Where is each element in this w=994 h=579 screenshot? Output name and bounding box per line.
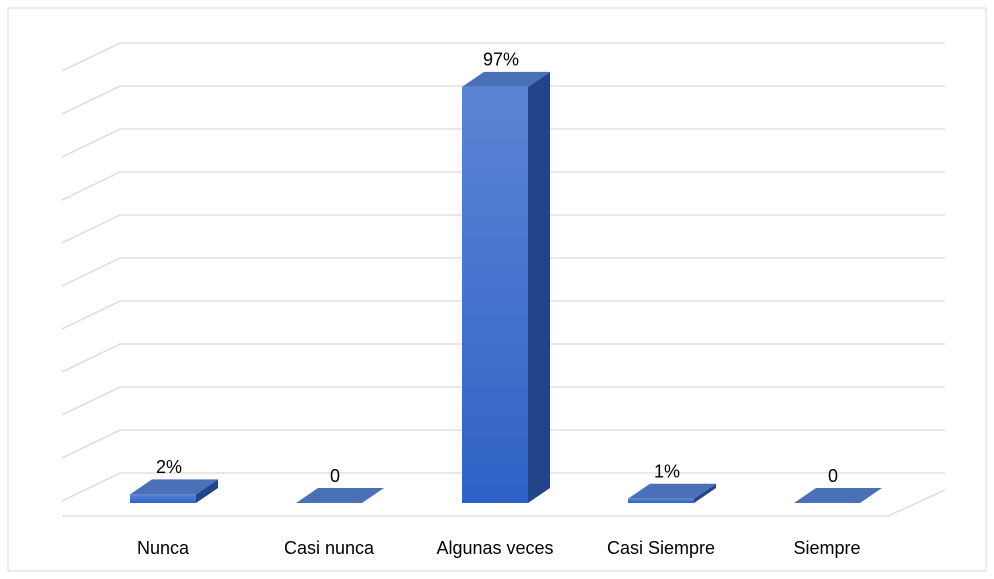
data-label: 97% xyxy=(483,50,519,70)
bar xyxy=(628,483,716,503)
x-tick-label: Casi nunca xyxy=(284,538,375,558)
bar-face xyxy=(794,488,882,503)
grid-line xyxy=(61,85,945,115)
bar-face xyxy=(462,86,528,504)
grid-line xyxy=(61,386,945,416)
grid-line xyxy=(61,257,945,287)
bar-face xyxy=(462,71,550,87)
bar-face xyxy=(130,479,218,495)
x-tick-label: Siempre xyxy=(793,538,860,558)
grid-line xyxy=(61,171,945,201)
bar xyxy=(130,479,218,503)
bar-face xyxy=(130,494,196,503)
data-label: 2% xyxy=(156,457,182,477)
bar xyxy=(296,488,384,503)
bar-face xyxy=(694,483,716,503)
data-label: 0 xyxy=(330,466,340,486)
grid-line xyxy=(61,472,945,502)
data-label: 0 xyxy=(828,466,838,486)
grid-line xyxy=(61,429,945,459)
bar-face xyxy=(628,483,716,499)
grid-line xyxy=(61,42,945,72)
data-label: 1% xyxy=(654,461,680,481)
grid-line xyxy=(61,128,945,158)
grid-line xyxy=(61,300,945,330)
bar xyxy=(794,488,882,503)
bar xyxy=(462,71,550,504)
bar-face xyxy=(628,498,694,503)
floor xyxy=(62,489,946,517)
grid-line xyxy=(61,343,945,373)
x-tick-label: Algunas veces xyxy=(436,538,553,558)
grid-line xyxy=(61,214,945,244)
x-tick-label: Casi Siempre xyxy=(607,538,715,558)
bar-face xyxy=(196,479,218,503)
bar-face xyxy=(296,488,384,503)
x-tick-label: Nunca xyxy=(137,538,190,558)
bar-face xyxy=(528,71,550,504)
